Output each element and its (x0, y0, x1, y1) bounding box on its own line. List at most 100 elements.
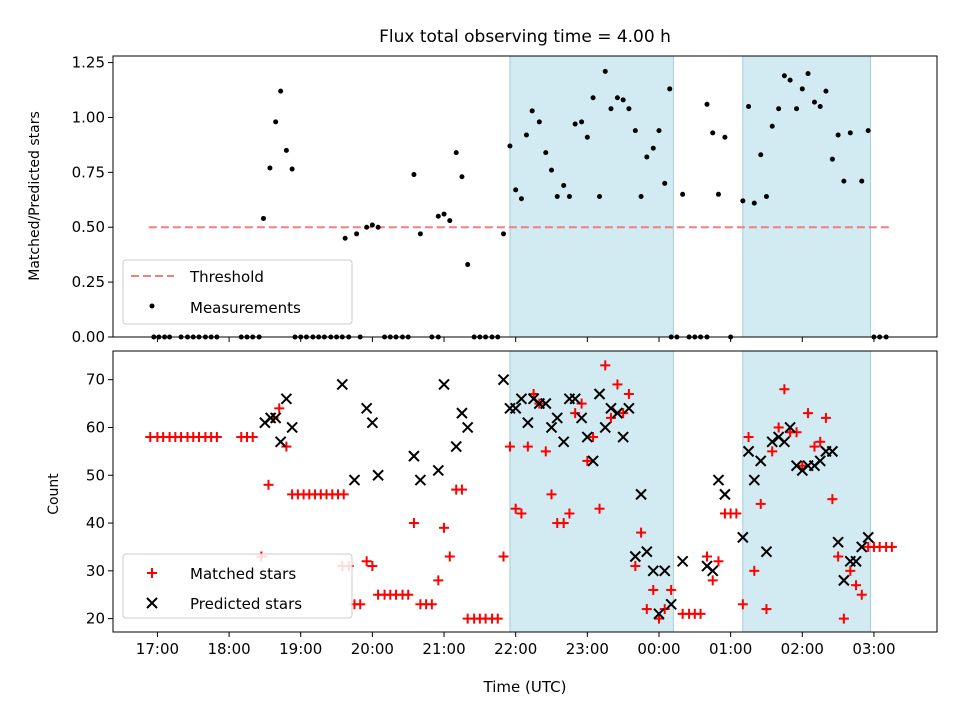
matched-star-point (749, 565, 760, 576)
measurement-point (746, 103, 752, 109)
matched-star-point (582, 455, 593, 466)
matched-star-point (612, 379, 623, 390)
matched-star-point (701, 551, 712, 562)
legend-measurements-label: Measurements (190, 299, 301, 317)
top-ytick-label: 0.25 (72, 273, 105, 291)
predicted-star-point (611, 407, 624, 419)
measurement-point (608, 106, 614, 112)
measurement-point (354, 231, 360, 237)
matched-star-point (773, 422, 784, 433)
matched-star-point (815, 436, 826, 447)
bottom-ytick-label: 40 (86, 514, 105, 532)
measurement-point (644, 154, 650, 160)
matched-star-point (361, 556, 372, 567)
measurement-point (823, 88, 829, 94)
xtick-label: 17:00 (136, 640, 179, 658)
measurement-point (632, 128, 638, 134)
predicted-star-point (766, 436, 778, 448)
predicted-star-point (748, 474, 760, 486)
matched-star-point (630, 561, 641, 572)
predicted-star-point (832, 536, 844, 548)
measurement-point (710, 130, 716, 136)
measurement-point (441, 211, 447, 217)
measurement-point (626, 106, 632, 112)
matched-star-point (274, 403, 285, 414)
predicted-star-point (414, 474, 427, 486)
matched-star-point (570, 408, 581, 419)
matched-star-point (761, 604, 772, 615)
matched-star-point (666, 584, 677, 595)
measurement-point (667, 86, 673, 92)
bottom-legend-box (122, 553, 353, 619)
measurement-point (543, 150, 549, 156)
matched-star-point (211, 432, 222, 443)
xtick-label: 21:00 (422, 640, 465, 658)
predicted-star-point (497, 373, 510, 386)
matched-star-point (576, 398, 587, 409)
matched-star-point (558, 518, 569, 529)
bottom-ylabel: Count (46, 473, 62, 515)
top-legend-box (122, 259, 353, 325)
measurement-point (513, 187, 519, 193)
measurement-point (865, 128, 871, 134)
matched-star-point (767, 446, 778, 457)
measurement-point (459, 174, 465, 180)
predicted-star-point (515, 393, 528, 405)
measurement-point (364, 224, 370, 230)
measurement-point (781, 73, 787, 79)
predicted-star-point (456, 407, 468, 419)
bottom-shade-band (742, 350, 871, 633)
measurement-point (847, 130, 853, 136)
measurement-point (817, 103, 823, 109)
xtick-label: 23:00 (566, 640, 609, 658)
matched-star-point (600, 360, 611, 371)
predicted-star-point (641, 546, 653, 558)
matched-star-point (516, 508, 527, 519)
matched-star-point (605, 412, 616, 423)
matched-star-point (433, 575, 444, 586)
matched-star-point (426, 599, 437, 610)
matched-star-point (594, 503, 605, 514)
xtick-label: 03:00 (852, 640, 895, 658)
measurement-point (758, 152, 764, 158)
predicted-star-point (838, 574, 850, 587)
measurement-point (375, 224, 381, 230)
predicted-star-point (856, 541, 868, 553)
matched-star-point (755, 498, 766, 509)
top-ytick-label: 0.00 (72, 328, 105, 346)
matched-star-point (695, 608, 706, 619)
xtick-label: 20:00 (351, 640, 394, 658)
measurement-point (523, 132, 529, 138)
matched-star-point (263, 479, 274, 490)
measurement-point (620, 97, 626, 103)
predicted-star-point (540, 397, 552, 410)
matched-star-point (456, 484, 467, 495)
bottom-ytick-label: 50 (86, 466, 105, 484)
predicted-star-point (617, 431, 629, 443)
predicted-star-point (587, 455, 599, 467)
top-ylabel: Matched/Predicted stars (27, 111, 43, 281)
measurement-point (859, 178, 865, 184)
predicted-star-point (286, 421, 298, 434)
matched-star-point (492, 613, 503, 624)
measurement-point (453, 150, 459, 156)
measurement-point (638, 194, 644, 199)
predicted-star-point (862, 531, 874, 544)
measurement-point (507, 143, 513, 149)
top-shade-band (742, 55, 871, 338)
measurement-point (566, 194, 572, 199)
matched-star-point (833, 551, 844, 562)
measurement-point (447, 218, 453, 224)
legend-matched-swatch (147, 568, 157, 578)
measurement-point (549, 167, 555, 173)
matched-star-point (731, 508, 742, 519)
predicted-star-point (635, 488, 647, 501)
matched-star-point (588, 432, 599, 443)
matched-star-point (838, 613, 849, 624)
bottom-panel: 20 30 40 50 60 70 17:00 18:00 19:00 20:00 21:00 22:… (46, 350, 938, 658)
measurement-point (465, 262, 471, 268)
matched-star-point (546, 489, 557, 500)
measurement-point (273, 119, 279, 125)
predicted-star-point (784, 421, 796, 434)
bottom-axes-frame (112, 350, 938, 633)
